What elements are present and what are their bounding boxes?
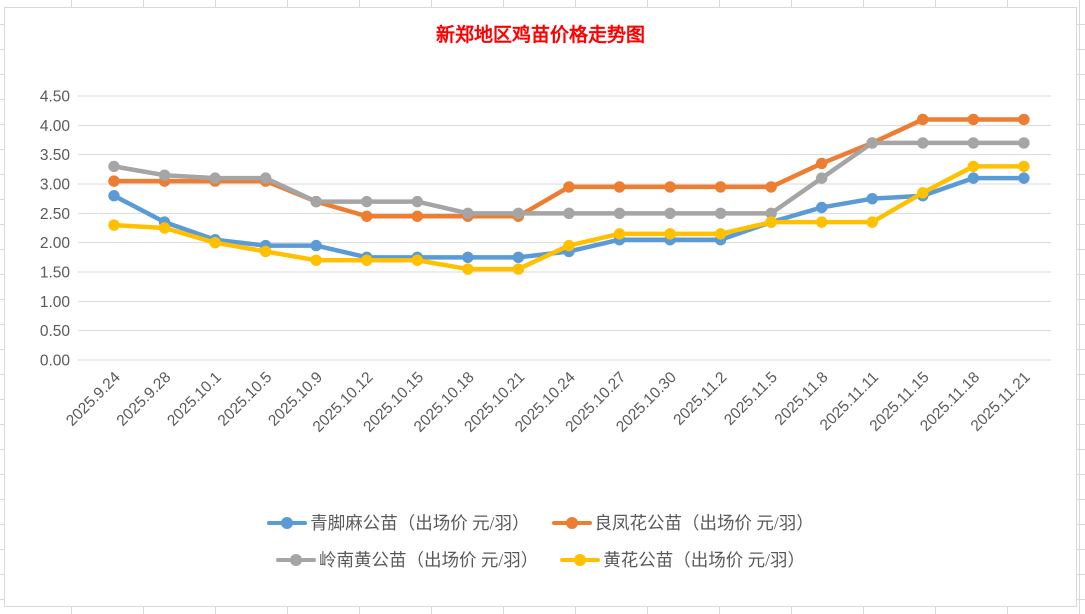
data-point-marker <box>866 192 878 205</box>
data-point-marker <box>664 228 676 240</box>
legend-row: 岭南黄公苗（出场价 元/羽） 黄花公苗（出场价 元/羽） <box>276 547 805 572</box>
y-tick-label: 2.00 <box>40 235 71 252</box>
data-point-marker <box>866 137 878 149</box>
data-point-marker <box>361 210 373 222</box>
data-point-marker <box>563 239 575 252</box>
x-tick-label: 2025.9.28 <box>114 369 175 430</box>
data-point-marker <box>361 195 373 208</box>
data-point-marker <box>158 222 171 234</box>
data-point-marker <box>967 172 980 184</box>
data-point-marker <box>209 236 221 249</box>
legend-item: 良凤花公苗（出场价 元/羽） <box>551 510 814 535</box>
data-point-marker <box>714 207 727 220</box>
data-point-marker <box>765 207 777 220</box>
chart-legend: 青脚麻公苗（出场价 元/羽） 良凤花公苗（出场价 元/羽） 岭南黄公苗（出场价 元/… <box>5 510 1076 572</box>
data-point-marker <box>563 207 575 220</box>
legend-series-marker-icon <box>560 553 601 567</box>
y-tick-label: 2.50 <box>40 206 71 223</box>
x-tick-label: 2025.10.5 <box>215 369 276 430</box>
series-line-1 <box>111 117 1027 219</box>
data-point-marker <box>411 254 423 266</box>
data-point-marker <box>462 251 474 264</box>
data-point-marker <box>108 219 120 231</box>
data-point-marker <box>714 228 727 240</box>
data-point-marker <box>866 216 878 228</box>
plot-svg: 0.00 0.50 1.00 1.50 2.00 2.50 3.00 3.50 4.00 4.50… <box>40 89 1051 436</box>
y-tick-label: 4.00 <box>40 118 71 135</box>
data-point-marker <box>765 181 777 193</box>
data-point-marker <box>411 195 423 208</box>
chart-area: 新郑地区鸡苗价格走势图 0.00 0.50 1.00 1.50 2.00 2.50 3.00… <box>4 7 1077 607</box>
data-point-marker <box>816 172 828 184</box>
data-point-marker <box>209 172 221 184</box>
data-point-marker <box>664 181 676 193</box>
legend-item: 岭南黄公苗（出场价 元/羽） <box>276 547 538 572</box>
data-point-marker <box>259 172 272 184</box>
legend-row: 青脚麻公苗（出场价 元/羽） 良凤花公苗（出场价 元/羽） <box>267 510 814 535</box>
legend-marker-dot <box>281 516 294 529</box>
data-point-marker <box>158 169 171 181</box>
data-point-marker <box>512 251 525 264</box>
data-point-marker <box>1018 160 1030 173</box>
legend-marker-dot <box>574 553 587 566</box>
legend-series-marker-icon <box>276 553 316 567</box>
data-point-marker <box>310 195 322 208</box>
data-point-marker <box>613 207 626 220</box>
data-point-marker <box>967 137 980 149</box>
y-tick-label: 1.00 <box>40 294 71 311</box>
y-tick-label: 0.00 <box>40 353 71 370</box>
y-tick-label: 0.50 <box>40 323 71 340</box>
data-point-marker <box>310 239 322 252</box>
data-point-marker <box>613 181 626 193</box>
data-point-marker <box>462 207 474 220</box>
data-point-marker <box>512 207 525 220</box>
x-tick-label: 2025.10.1 <box>164 369 225 430</box>
data-point-marker <box>1018 113 1030 126</box>
legend-marker-dot <box>565 516 578 529</box>
data-point-marker <box>108 160 120 173</box>
data-point-marker <box>816 216 828 228</box>
data-point-marker <box>917 137 929 149</box>
legend-label: 黄花公苗（出场价 元/羽） <box>603 550 805 570</box>
data-point-marker <box>462 263 474 275</box>
legend-marker-dot <box>290 553 302 566</box>
y-tick-label: 3.50 <box>40 147 71 164</box>
data-point-marker <box>1018 172 1030 184</box>
data-point-marker <box>108 175 120 187</box>
data-point-marker <box>816 201 828 214</box>
data-point-marker <box>917 187 929 199</box>
data-point-marker <box>613 228 626 240</box>
legend-item: 青脚麻公苗（出场价 元/羽） <box>267 510 530 535</box>
y-tick-label: 3.00 <box>40 177 71 194</box>
data-point-marker <box>816 157 828 170</box>
data-point-marker <box>967 113 980 126</box>
data-point-marker <box>361 254 373 266</box>
data-point-marker <box>411 210 423 222</box>
data-point-marker <box>108 190 120 202</box>
y-tick-label: 1.50 <box>40 265 71 282</box>
y-tick-label: 4.50 <box>40 89 71 106</box>
x-tick-label: 2025.11.2 <box>670 369 730 429</box>
legend-series-marker-icon <box>267 516 308 530</box>
x-tick-label: 2025.11.5 <box>721 369 781 429</box>
chart-title: 新郑地区鸡苗价格走势图 <box>435 25 645 46</box>
series-line-2 <box>111 140 1027 216</box>
data-point-marker <box>310 254 322 266</box>
x-tick-label: 2025.9.24 <box>63 369 124 430</box>
legend-label: 岭南黄公苗（出场价 元/羽） <box>319 550 539 570</box>
legend-series-marker-icon <box>551 516 592 530</box>
data-point-marker <box>967 160 980 173</box>
data-point-marker <box>1018 137 1030 149</box>
data-point-marker <box>714 181 727 193</box>
data-point-marker <box>765 216 777 228</box>
legend-item: 黄花公苗（出场价 元/羽） <box>560 547 805 572</box>
data-point-marker <box>563 181 575 193</box>
data-point-marker <box>664 207 676 220</box>
data-point-marker <box>917 113 929 126</box>
data-point-marker <box>512 263 525 275</box>
legend-label: 青脚麻公苗（出场价 元/羽） <box>310 513 530 533</box>
legend-label: 良凤花公苗（出场价 元/羽） <box>594 513 814 533</box>
data-point-marker <box>259 245 272 258</box>
